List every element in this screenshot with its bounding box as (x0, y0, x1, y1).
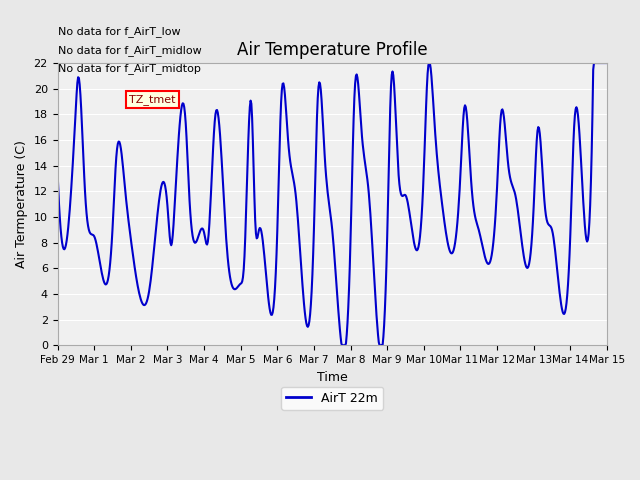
Title: Air Temperature Profile: Air Temperature Profile (237, 41, 428, 59)
Text: TZ_tmet: TZ_tmet (129, 94, 175, 105)
Text: No data for f_AirT_midtop: No data for f_AirT_midtop (58, 63, 200, 74)
X-axis label: Time: Time (317, 371, 348, 384)
Y-axis label: Air Termperature (C): Air Termperature (C) (15, 140, 28, 268)
Text: No data for f_AirT_midlow: No data for f_AirT_midlow (58, 45, 201, 56)
Legend: AirT 22m: AirT 22m (282, 386, 383, 409)
Text: No data for f_AirT_low: No data for f_AirT_low (58, 26, 180, 37)
